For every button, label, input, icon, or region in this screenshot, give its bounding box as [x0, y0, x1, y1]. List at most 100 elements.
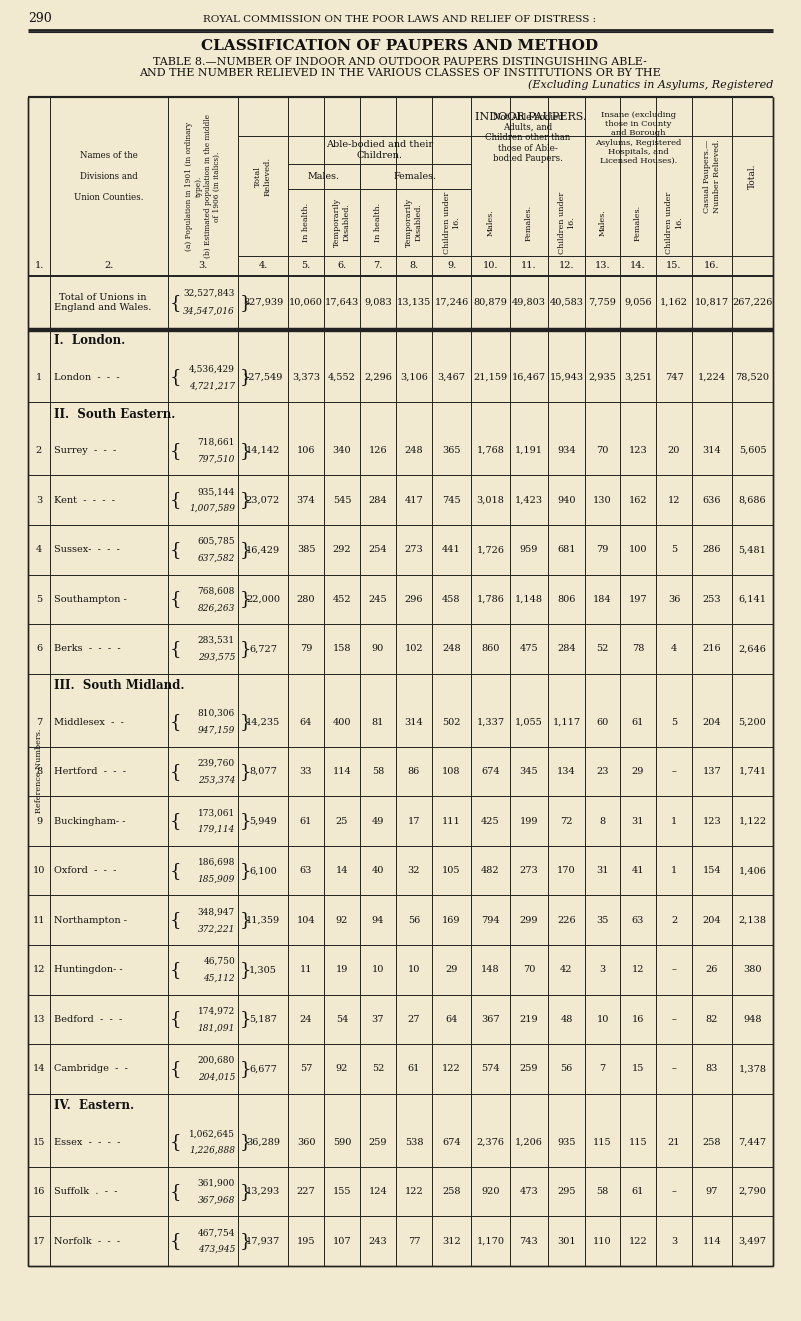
Text: {: {	[170, 960, 182, 979]
Text: 61: 61	[408, 1065, 421, 1074]
Text: 794: 794	[481, 915, 500, 925]
Text: 258: 258	[702, 1137, 721, 1147]
Text: 545: 545	[332, 495, 352, 505]
Text: 417: 417	[405, 495, 424, 505]
Text: 1: 1	[671, 867, 677, 876]
Text: 29: 29	[445, 966, 457, 975]
Text: 40,583: 40,583	[549, 299, 583, 306]
Text: 9,056: 9,056	[624, 299, 652, 306]
Text: 273: 273	[520, 867, 538, 876]
Text: 948: 948	[743, 1015, 762, 1024]
Text: 293,575: 293,575	[198, 653, 235, 662]
Text: 14.: 14.	[630, 262, 646, 271]
Text: 64: 64	[445, 1015, 457, 1024]
Text: Names of the

Divisions and

Union Counties.: Names of the Divisions and Union Countie…	[74, 151, 143, 202]
Text: 2,935: 2,935	[589, 373, 617, 382]
Text: Surrey  -  -  -: Surrey - - -	[54, 446, 116, 456]
Text: 123: 123	[629, 446, 647, 456]
Text: 934: 934	[557, 446, 576, 456]
Text: 452: 452	[332, 594, 352, 604]
Text: 2,138: 2,138	[739, 915, 767, 925]
Text: (Excluding Lunatics in Asylums, Registered: (Excluding Lunatics in Asylums, Register…	[528, 79, 773, 90]
Text: 605,785: 605,785	[197, 536, 235, 546]
Text: 13,293: 13,293	[246, 1188, 280, 1196]
Text: 12: 12	[668, 495, 680, 505]
Text: 17: 17	[33, 1236, 45, 1246]
Text: 29: 29	[632, 768, 644, 777]
Text: Total
Relieved.: Total Relieved.	[255, 157, 272, 196]
Text: 7: 7	[36, 717, 42, 727]
Text: 482: 482	[481, 867, 500, 876]
Text: 15,943: 15,943	[549, 373, 584, 382]
Text: 1,162: 1,162	[660, 299, 688, 306]
Text: 5: 5	[671, 717, 677, 727]
Text: {: {	[170, 1011, 182, 1028]
Text: 2: 2	[36, 446, 42, 456]
Text: 90: 90	[372, 645, 384, 654]
Text: 5,605: 5,605	[739, 446, 767, 456]
Text: 259: 259	[520, 1065, 538, 1074]
Text: 10: 10	[372, 966, 384, 975]
Text: 19: 19	[336, 966, 348, 975]
Text: INDOOR PAUPERS.: INDOOR PAUPERS.	[475, 111, 586, 122]
Text: Males.: Males.	[308, 172, 340, 181]
Text: 45,112: 45,112	[203, 974, 235, 983]
Text: {: {	[170, 491, 182, 509]
Text: 441: 441	[442, 546, 461, 555]
Text: Children under
16.: Children under 16.	[666, 192, 682, 254]
Text: (a) Population in 1901 (in ordinary
type).
(b) Estimated population in the middl: (a) Population in 1901 (in ordinary type…	[185, 115, 221, 259]
Text: }: }	[240, 441, 252, 460]
Text: 5: 5	[671, 546, 677, 555]
Text: 34,547,016: 34,547,016	[183, 306, 235, 316]
Text: 12.: 12.	[558, 262, 574, 271]
Text: 7,759: 7,759	[589, 299, 617, 306]
Text: 219: 219	[520, 1015, 538, 1024]
Text: 940: 940	[557, 495, 576, 505]
Text: 49,803: 49,803	[512, 299, 546, 306]
Text: 200,680: 200,680	[198, 1055, 235, 1065]
Text: 58: 58	[597, 1188, 609, 1196]
Text: 92: 92	[336, 1065, 348, 1074]
Text: 467,754: 467,754	[198, 1229, 235, 1238]
Text: 8: 8	[36, 768, 42, 777]
Text: Children under
16.: Children under 16.	[443, 192, 460, 254]
Text: 104: 104	[296, 915, 316, 925]
Text: }: }	[240, 1011, 252, 1028]
Text: Casual Paupers.—
Number Relieved.: Casual Paupers.— Number Relieved.	[703, 140, 721, 213]
Text: 1,337: 1,337	[477, 717, 505, 727]
Text: 3: 3	[36, 495, 42, 505]
Text: 1,117: 1,117	[553, 717, 581, 727]
Text: 826,263: 826,263	[198, 604, 235, 612]
Text: {: {	[170, 441, 182, 460]
Text: 718,661: 718,661	[198, 437, 235, 446]
Text: 122: 122	[629, 1236, 647, 1246]
Text: 32,527,843: 32,527,843	[183, 289, 235, 299]
Text: Northampton -: Northampton -	[54, 915, 127, 925]
Text: 124: 124	[368, 1188, 388, 1196]
Text: 15: 15	[33, 1137, 45, 1147]
Text: 1,122: 1,122	[739, 816, 767, 826]
Text: 16: 16	[33, 1188, 45, 1196]
Text: 31: 31	[596, 867, 609, 876]
Text: 114: 114	[332, 768, 352, 777]
Text: 1,191: 1,191	[515, 446, 543, 456]
Text: CLASSIFICATION OF PAUPERS AND METHOD: CLASSIFICATION OF PAUPERS AND METHOD	[201, 40, 598, 53]
Text: 204: 204	[702, 717, 722, 727]
Text: 72: 72	[560, 816, 573, 826]
Text: 54: 54	[336, 1015, 348, 1024]
Text: 61: 61	[632, 1188, 644, 1196]
Text: 20: 20	[668, 446, 680, 456]
Text: 106: 106	[296, 446, 316, 456]
Text: 17,246: 17,246	[434, 299, 469, 306]
Text: 8,686: 8,686	[739, 495, 767, 505]
Text: 63: 63	[632, 915, 644, 925]
Text: 155: 155	[332, 1188, 352, 1196]
Text: 24: 24	[300, 1015, 312, 1024]
Text: 806: 806	[557, 594, 576, 604]
Text: 1,148: 1,148	[515, 594, 543, 604]
Text: 26: 26	[706, 966, 718, 975]
Text: Temporarily
Disabled.: Temporarily Disabled.	[333, 198, 351, 247]
Text: 1.: 1.	[34, 262, 44, 271]
Text: 13: 13	[33, 1015, 45, 1024]
Text: –: –	[671, 1188, 676, 1196]
